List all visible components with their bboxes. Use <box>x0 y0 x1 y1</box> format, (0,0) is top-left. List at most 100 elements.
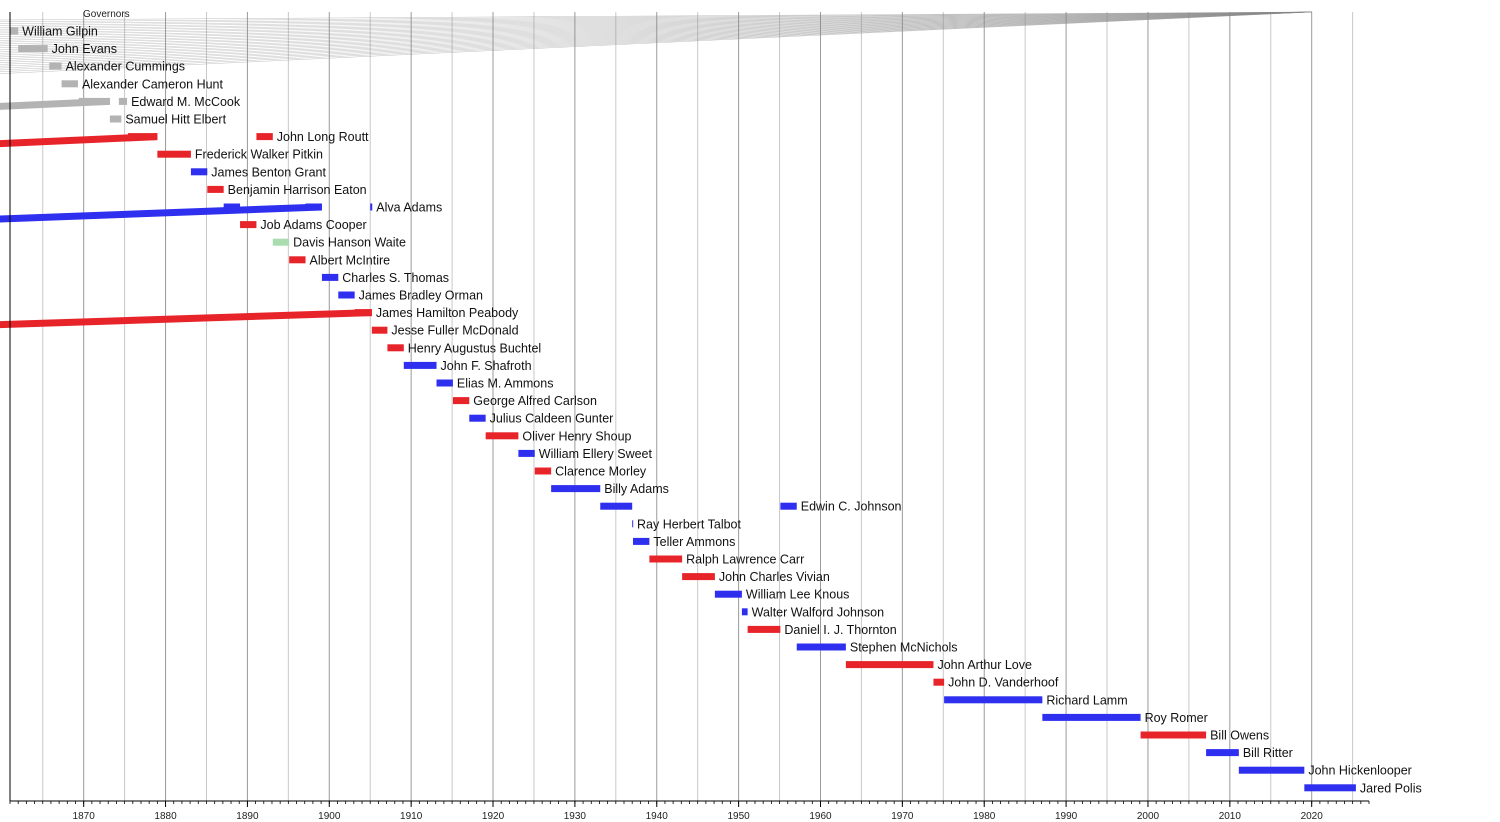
term-bar <box>469 414 486 422</box>
term-bar <box>321 273 339 281</box>
term-streak <box>0 203 322 223</box>
artifact-line <box>0 11 1312 69</box>
governor-label: Ray Herbert Talbot <box>637 517 742 531</box>
term-bar <box>1206 749 1239 757</box>
governor-label: Teller Ammons <box>653 535 735 549</box>
term-bar <box>338 291 355 299</box>
term-bar <box>796 643 846 651</box>
artifact-line <box>0 11 1312 60</box>
governor-label: George Alfred Carlson <box>473 394 597 408</box>
term-bar <box>747 625 781 633</box>
term-bar <box>780 502 797 510</box>
artifact-line <box>0 11 1312 36</box>
artifact-line <box>0 11 1312 67</box>
gridlines <box>42 12 1354 801</box>
x-tick-label: 1940 <box>646 811 669 822</box>
term-bar <box>190 168 208 176</box>
governor-label: William Lee Knous <box>746 588 850 602</box>
term-bars <box>0 27 1356 792</box>
term-bar <box>845 661 934 669</box>
artifact-lines <box>0 11 1312 74</box>
term-bar <box>944 696 1043 704</box>
governor-label: Davis Hanson Waite <box>293 236 406 250</box>
term-bar <box>600 502 633 510</box>
artifact-line <box>0 11 1312 48</box>
term-bar <box>78 97 110 105</box>
governor-label: Alexander Cummings <box>66 60 186 74</box>
governor-label: Edward M. McCook <box>131 95 241 109</box>
term-bar <box>371 326 388 334</box>
x-tick-label: 1990 <box>1055 811 1078 822</box>
artifact-line <box>0 11 1312 47</box>
term-bar <box>551 485 601 493</box>
term-bar <box>272 238 290 246</box>
x-tick-label: 1870 <box>73 811 96 822</box>
governor-label: William Gilpin <box>22 25 98 39</box>
artifact-line <box>0 11 1312 56</box>
governor-label: John Long Routt <box>277 130 369 144</box>
x-tick-label: 1950 <box>727 811 750 822</box>
artifact-line <box>0 11 1312 30</box>
term-bar <box>370 203 373 211</box>
governor-label: John D. Vanderhoof <box>948 676 1059 690</box>
governor-label: Bill Owens <box>1210 729 1269 743</box>
term-streak <box>0 133 158 148</box>
term-bar <box>534 467 552 475</box>
artifact-line <box>0 11 1312 45</box>
governor-label: John F. Shafroth <box>441 359 532 373</box>
governor-label: Jesse Fuller McDonald <box>391 324 518 338</box>
governor-label: Walter Walford Johnson <box>752 605 885 619</box>
governor-label: Clarence Morley <box>555 465 647 479</box>
governor-label: Job Adams Cooper <box>260 218 366 232</box>
governor-label: Stephen McNichols <box>850 641 958 655</box>
term-bar <box>240 221 257 229</box>
governor-label: Daniel I. J. Thornton <box>784 623 896 637</box>
governor-label: James Bradley Orman <box>359 289 483 303</box>
x-tick-label: 2000 <box>1137 811 1160 822</box>
term-bar <box>649 555 683 563</box>
x-tick-label: 1910 <box>400 811 423 822</box>
term-bar <box>741 608 748 616</box>
term-bar <box>289 256 306 264</box>
term-bar <box>305 203 322 211</box>
term-bar <box>18 45 48 53</box>
artifact-line <box>0 11 1312 43</box>
artifact-line <box>0 11 1312 26</box>
chart-title: Governors <box>83 9 130 20</box>
artifact-line <box>0 11 1312 21</box>
term-bar <box>682 573 715 581</box>
governor-label: James Benton Grant <box>211 165 326 179</box>
term-streak <box>0 309 372 329</box>
governor-label: Frederick Walker Pitkin <box>195 148 323 162</box>
term-bar <box>1304 784 1356 792</box>
governor-label: Jared Polis <box>1360 781 1422 795</box>
term-bar <box>256 133 273 141</box>
governor-label: John Evans <box>52 42 117 56</box>
governor-label: Samuel Hitt Elbert <box>125 113 226 127</box>
governor-label: Alexander Cameron Hunt <box>82 77 224 91</box>
governor-label: Ralph Lawrence Carr <box>686 553 804 567</box>
governor-label: Benjamin Harrison Eaton <box>228 183 367 197</box>
governor-label: Alva Adams <box>376 201 442 215</box>
x-tick-label: 1880 <box>154 811 177 822</box>
governor-label: William Ellery Sweet <box>539 447 653 461</box>
governor-label: Edwin C. Johnson <box>801 500 902 514</box>
term-bar <box>485 432 519 440</box>
x-axis: 1870 1880 1890 1900 1910 1920 1930 1940 1950 1960… <box>9 12 1370 822</box>
term-bar <box>10 27 19 35</box>
governor-label: Billy Adams <box>604 482 669 496</box>
governor-label: Oliver Henry Shoup <box>522 429 631 443</box>
artifact-line <box>0 11 1312 52</box>
governor-label: Henry Augustus Buchtel <box>408 341 541 355</box>
artifact-line <box>0 11 1312 41</box>
artifact-line <box>0 11 1312 61</box>
governor-label: John Hickenlooper <box>1308 764 1412 778</box>
term-bar <box>632 520 634 528</box>
term-bar <box>354 309 372 317</box>
x-tick-label: 1890 <box>236 811 259 822</box>
artifact-line <box>0 11 1312 39</box>
governor-label: Bill Ritter <box>1243 746 1293 760</box>
governor-label: Albert McIntire <box>310 253 391 267</box>
term-bar <box>403 361 437 369</box>
